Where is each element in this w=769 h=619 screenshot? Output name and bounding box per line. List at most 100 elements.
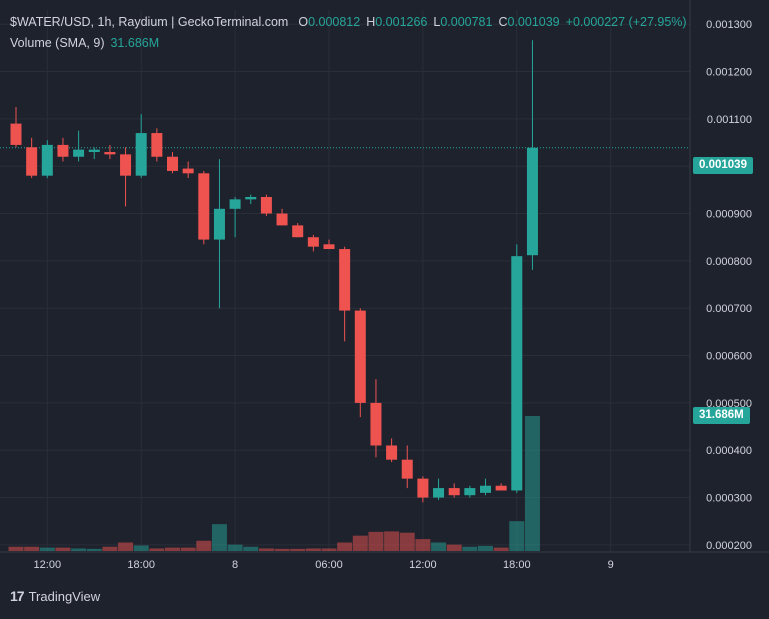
volume-bar	[258, 548, 274, 551]
candle-body	[151, 133, 163, 157]
volume-indicator-value: 31.686M	[110, 36, 160, 50]
symbol-title[interactable]: $WATER/USD, 1h, Raydium | GeckoTerminal.…	[10, 15, 289, 29]
volume-bar	[274, 548, 290, 551]
candle-body	[386, 445, 398, 460]
candle-body	[213, 208, 225, 240]
candle-body	[135, 133, 147, 176]
volume-bar	[478, 545, 493, 551]
volume-bar	[368, 531, 384, 551]
candle-body	[370, 402, 382, 446]
candle-body	[57, 144, 69, 157]
y-tick-label: 0.000600	[706, 351, 752, 363]
volume-bar	[55, 547, 71, 551]
candle-body	[120, 154, 132, 176]
x-tick-label: 9	[608, 559, 614, 571]
volume-bar	[102, 546, 118, 551]
volume-bar	[352, 535, 368, 551]
y-tick-label: 0.001200	[706, 67, 752, 79]
low-value: 0.000781	[440, 15, 493, 29]
y-tick-label: 0.000900	[706, 209, 752, 221]
y-tick-label: 0.000800	[706, 256, 752, 268]
volume-bar	[509, 521, 525, 551]
change-value: +0.000227 (+27.95%)	[565, 15, 687, 29]
candle-body	[339, 249, 351, 311]
candle-body	[167, 156, 178, 171]
high-value: 0.001266	[375, 15, 428, 29]
volume-bar	[180, 547, 196, 551]
candle-body	[464, 488, 476, 496]
x-tick-label: 12:00	[409, 559, 437, 571]
volume-bar	[415, 539, 431, 551]
candle-body	[480, 485, 491, 493]
volume-indicator-label[interactable]: Volume (SMA, 9)	[10, 36, 105, 50]
high-label: H	[366, 15, 376, 29]
volume-bar	[165, 547, 180, 551]
volume-bar	[290, 548, 306, 551]
candle-body	[526, 147, 538, 256]
volume-bar	[524, 416, 540, 551]
volume-bar	[211, 524, 227, 551]
volume-bar	[39, 547, 55, 551]
volume-bar	[24, 546, 40, 551]
volume-bar	[227, 544, 243, 551]
candle-body	[88, 149, 100, 153]
open-label: O	[298, 15, 309, 29]
volume-bar	[71, 548, 87, 551]
volume-bar	[446, 544, 462, 551]
candle-body	[245, 196, 257, 200]
tradingview-name: TradingView	[28, 588, 101, 604]
volume-bar	[86, 548, 102, 551]
candle-body	[41, 144, 53, 176]
candle-body	[433, 488, 445, 498]
candle-body	[26, 147, 38, 176]
x-tick-label: 06:00	[315, 559, 343, 571]
y-tick-label: 0.000500	[706, 398, 752, 410]
candle-body	[104, 152, 116, 155]
tradingview-logo[interactable]: 17 TradingView	[10, 588, 100, 604]
candle-body	[292, 225, 304, 238]
open-value: 0.000812	[308, 15, 361, 29]
volume-bar	[118, 542, 134, 551]
candle-body	[229, 199, 241, 209]
candle-body	[182, 168, 194, 174]
volume-tag: 31.686M	[693, 407, 750, 424]
y-tick-label: 0.001300	[706, 19, 752, 31]
volume-bar	[321, 548, 337, 551]
volume-bar	[133, 545, 149, 551]
chart-legend: $WATER/USD, 1h, Raydium | GeckoTerminal.…	[10, 14, 687, 51]
y-tick-label: 0.000300	[706, 493, 752, 505]
candle-body	[495, 485, 507, 491]
candle-body	[511, 256, 523, 491]
y-tick-label: 0.000200	[706, 540, 752, 552]
y-tick-label: 0.001100	[707, 114, 752, 126]
candle-body	[73, 149, 85, 157]
candle-body	[354, 310, 366, 403]
y-tick-label: 0.000700	[706, 303, 752, 315]
candle-body	[260, 196, 272, 214]
candle-body	[417, 478, 429, 498]
volume-bar	[462, 546, 478, 551]
volume-bar	[337, 542, 353, 551]
volume-bar	[399, 532, 415, 551]
close-label: C	[498, 15, 508, 29]
x-tick-label: 12:00	[34, 559, 62, 571]
volume-bar	[384, 531, 400, 551]
candle-body	[198, 173, 210, 240]
last-price-tag: 0.001039	[693, 157, 753, 174]
y-tick-label: 0.000400	[706, 445, 752, 457]
x-tick-label: 18:00	[503, 559, 531, 571]
x-tick-label: 8	[232, 559, 238, 571]
candle-body	[323, 244, 335, 250]
candle-body	[10, 123, 22, 145]
candle-body	[276, 213, 288, 226]
candle-body	[401, 459, 413, 479]
x-tick-label: 18:00	[127, 559, 155, 571]
candle-body	[307, 237, 319, 247]
volume-bar	[8, 546, 24, 551]
close-value: 0.001039	[507, 15, 560, 29]
volume-bar	[305, 548, 321, 551]
volume-bar	[431, 542, 447, 551]
volume-bar	[243, 546, 259, 551]
